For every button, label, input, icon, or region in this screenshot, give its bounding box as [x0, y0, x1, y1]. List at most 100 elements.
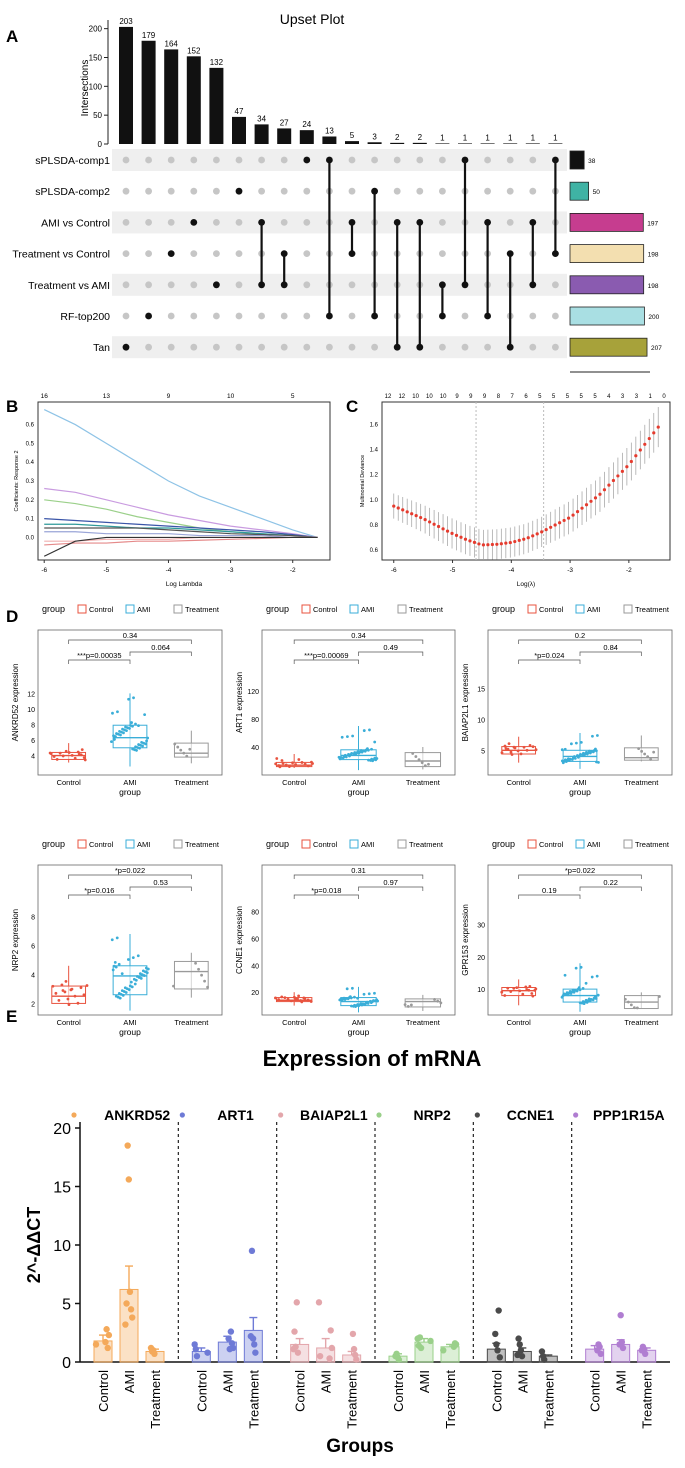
boxplot-ylabel: ANKRD52 expression — [11, 664, 20, 742]
cv-point — [540, 530, 544, 534]
boxplot-point — [409, 1003, 413, 1007]
boxplot-point — [565, 991, 569, 995]
boxplot-xtick-label: Treatment — [624, 778, 659, 787]
upset-set-size-bar — [569, 337, 648, 357]
boxplot-point — [348, 995, 352, 999]
upset-dot-active — [145, 312, 153, 320]
upset-set-size-label: 50 — [593, 189, 601, 196]
upset-dot — [303, 343, 311, 351]
upset-row-band — [112, 273, 567, 296]
upset-bar — [503, 143, 518, 144]
boxplot-point — [372, 999, 375, 1002]
boxplot-point — [287, 765, 291, 768]
boxplot-point — [113, 738, 116, 741]
cv-point — [432, 522, 436, 526]
boxplot-point — [579, 753, 582, 756]
boxplot-point — [417, 758, 421, 761]
upset-bar — [480, 143, 495, 144]
cv-top-tick-label: 10 — [426, 394, 433, 400]
cv-point — [419, 515, 423, 520]
lasso-top-tick-label: 9 — [167, 393, 171, 400]
boxplot-legend-label: Treatment — [635, 840, 670, 849]
mrna-xtick-label: Treatment — [443, 1370, 458, 1429]
cv-point — [638, 448, 642, 452]
boxplot-point — [576, 754, 579, 757]
boxplot-point — [585, 750, 588, 754]
boxplot-point — [131, 956, 135, 960]
boxplot-xlabel: group — [119, 1027, 141, 1037]
upset-bar-label: 2 — [395, 133, 400, 142]
upset-dot — [213, 156, 220, 164]
upset-bar-label: 1 — [440, 133, 445, 142]
boxplot-ytick-label: 10 — [477, 717, 485, 724]
upset-dot — [552, 312, 559, 320]
boxplot-ytick-label: 8 — [31, 915, 35, 922]
cv-point — [535, 532, 539, 536]
boxplot-legend-label: Control — [539, 605, 564, 614]
boxplot-point — [563, 758, 567, 762]
boxplot-point — [115, 936, 119, 940]
upset-ytick-label: 0 — [98, 140, 103, 149]
upset-dot — [167, 312, 175, 320]
boxplot-point — [143, 713, 147, 717]
mrna-xtick-label: Control — [391, 1370, 406, 1412]
boxplot-point — [560, 748, 564, 752]
lasso-ytick-label: 0.1 — [26, 517, 35, 523]
boxplot-legend-key — [397, 604, 407, 614]
upset-dot — [122, 187, 130, 195]
group-label: ANKRD52 — [104, 1107, 170, 1123]
cv-point — [526, 536, 530, 540]
upset-set-size-label: 198 — [648, 283, 659, 290]
boxplot-ytick-label: 6 — [31, 738, 35, 745]
upset-dot-active — [167, 250, 175, 257]
boxplot-point — [525, 988, 529, 991]
mrna-point — [415, 1342, 422, 1349]
cv-top-tick-label: 1 — [649, 394, 653, 400]
boxplot-xtick-label: Treatment — [174, 778, 209, 787]
upset-set-size-label: 38 — [588, 158, 596, 165]
mrna-point — [92, 1341, 100, 1348]
upset-set-size-label: 198 — [648, 252, 659, 259]
significance-bracket — [293, 874, 424, 879]
upset-dot — [145, 281, 153, 289]
upset-dot — [506, 156, 514, 164]
panel-label-d: D — [6, 607, 18, 626]
boxplot-point — [356, 750, 360, 753]
upset-dot — [167, 187, 175, 195]
boxplot-point — [206, 985, 209, 989]
mrna-point — [638, 1347, 645, 1354]
mrna-point — [494, 1347, 501, 1354]
qpcr-bar-panel: E Expression of mRNA 0 5 10 15 20 2^-ΔΔCT Grou… — [6, 1007, 670, 1457]
cv-ylabel: Multinomial Deviance — [360, 455, 366, 507]
boxplot-point — [85, 984, 89, 987]
boxplot-legend-title: group — [266, 604, 289, 614]
boxplot-legend-label: Control — [313, 605, 338, 614]
upset-dot — [122, 250, 130, 257]
cv-point — [643, 442, 647, 446]
boxplot-point — [117, 992, 121, 995]
boxplot-point — [595, 760, 598, 764]
mrna-point — [125, 1176, 133, 1183]
mrna-xtick-label: AMI — [614, 1370, 629, 1393]
upset-dot — [461, 312, 469, 320]
significance-bracket — [68, 874, 192, 879]
upset-bar — [254, 124, 269, 144]
boxplot-xtick-label: AMI — [123, 778, 136, 787]
boxplot-point — [500, 751, 504, 755]
mrna-xlabel: Groups — [326, 1436, 394, 1457]
mrna-point — [293, 1299, 300, 1306]
boxplot-point — [112, 964, 116, 968]
upset-bar — [277, 128, 292, 144]
boxplot-point — [61, 989, 65, 992]
upset-bar-label: 1 — [531, 133, 536, 142]
boxplot-ankrd52: group Control AMI Treatment 4 6 8 10 12 ANKRD52 e… — [11, 604, 223, 797]
boxplot-point — [67, 1003, 71, 1007]
cv-point — [481, 543, 486, 547]
boxplot-legend-key — [623, 839, 633, 849]
cv-point — [620, 469, 624, 473]
boxplot-point — [506, 986, 510, 990]
upset-bar — [119, 26, 133, 145]
boxplot-point — [658, 995, 661, 998]
mrna-point — [294, 1349, 302, 1356]
boxplot-legend-label: AMI — [137, 840, 150, 849]
